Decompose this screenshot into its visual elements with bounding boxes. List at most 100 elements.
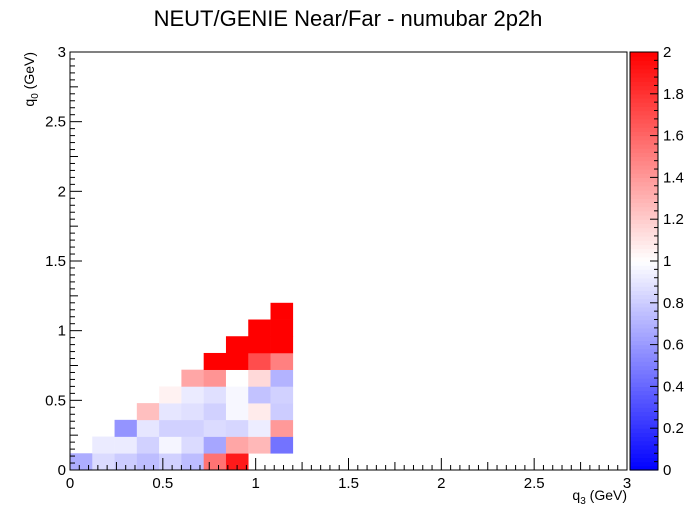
heatmap-cells xyxy=(70,302,294,471)
color-scale-band xyxy=(630,273,658,279)
color-scale-band xyxy=(630,93,658,99)
color-scale-band xyxy=(630,336,658,342)
heatmap-cell xyxy=(248,419,271,437)
heatmap-cell xyxy=(225,403,249,421)
heatmap-cell xyxy=(270,403,294,421)
heatmap-cell xyxy=(248,386,271,404)
color-scale-band xyxy=(630,357,658,362)
y-tick-label: 1 xyxy=(58,323,66,340)
heatmap-cell xyxy=(159,419,182,437)
color-scale-band xyxy=(630,457,658,463)
color-scale-band xyxy=(630,415,658,421)
x-tick-label: 3 xyxy=(623,475,631,492)
color-scale-band xyxy=(630,139,658,145)
y-tick-label: 0.5 xyxy=(45,392,66,409)
color-scale-band xyxy=(630,424,658,429)
color-scale-band xyxy=(630,118,658,124)
color-scale-band xyxy=(630,181,658,187)
x-tick-label: 1.5 xyxy=(338,475,359,492)
color-scale-band xyxy=(630,386,658,392)
color-scale-band xyxy=(630,143,658,149)
heatmap-cell xyxy=(248,352,271,370)
color-scale-band xyxy=(630,315,658,321)
color-scale-band xyxy=(630,152,658,158)
color-scale-band xyxy=(630,327,658,333)
color-scale-band xyxy=(630,56,658,61)
color-scale-band xyxy=(630,227,658,233)
color-scale-band xyxy=(630,461,658,467)
color-scale-band xyxy=(630,206,658,212)
color-scale-band xyxy=(630,453,658,459)
z-tick-label: 1.2 xyxy=(663,211,684,228)
color-scale-band xyxy=(630,244,658,250)
color-scale-band xyxy=(630,252,658,258)
heatmap-cell xyxy=(181,369,204,387)
color-scale-band xyxy=(630,64,658,70)
color-scale-band xyxy=(630,160,658,166)
heatmap-cell xyxy=(136,419,160,437)
heatmap-cell xyxy=(270,319,294,337)
heatmap-cell xyxy=(114,436,138,454)
color-scale-band xyxy=(630,344,658,350)
heatmap-cell xyxy=(181,386,204,404)
heatmap-cell xyxy=(92,436,115,454)
y-tick-label: 3 xyxy=(58,44,66,61)
color-scale-band xyxy=(630,311,658,316)
heatmap-cell xyxy=(203,419,227,437)
color-scale-band xyxy=(630,465,658,471)
heatmap-cell xyxy=(181,436,204,454)
color-scale-band xyxy=(630,394,658,400)
y-axis-label: q0 (GeV) xyxy=(21,52,41,107)
color-scale-band xyxy=(630,286,658,291)
color-scale-band xyxy=(630,164,658,170)
heatmap-cell xyxy=(225,453,249,471)
color-scale-band xyxy=(630,323,658,329)
heatmap-cell xyxy=(159,403,182,421)
color-scale-band xyxy=(630,177,658,183)
heatmap-cell xyxy=(203,369,227,387)
heatmap-cell xyxy=(70,453,93,471)
y-axis: 0 0.5 1 1.5 2 2.5 3 xyxy=(45,44,82,479)
x-tick-label: 0.5 xyxy=(152,475,173,492)
color-scale-band xyxy=(630,265,658,270)
heatmap-cell xyxy=(225,352,249,370)
z-tick-label: 0.6 xyxy=(663,337,684,354)
x-tick-label: 1 xyxy=(251,475,259,492)
color-scale-band xyxy=(630,348,658,354)
color-scale-band xyxy=(630,378,658,383)
color-scale-band xyxy=(630,106,658,112)
chart-title: NEUT/GENIE Near/Far - numubar 2p2h xyxy=(154,6,543,31)
z-tick-label: 2 xyxy=(663,44,671,61)
color-scale-band xyxy=(630,114,658,120)
color-scale-band xyxy=(630,81,658,87)
heatmap-cell xyxy=(248,436,271,454)
color-scale-band xyxy=(630,97,658,103)
heatmap-cell xyxy=(136,403,160,421)
heatmap-cell xyxy=(92,453,115,471)
z-tick-label: 0.8 xyxy=(663,295,684,312)
color-scale-band xyxy=(630,398,658,404)
color-scale-band xyxy=(630,60,658,66)
color-scale-band xyxy=(630,185,658,191)
color-scale-band xyxy=(630,261,658,266)
color-scale-band xyxy=(630,361,658,367)
color-scale-band xyxy=(630,411,658,417)
color-scale-band xyxy=(630,156,658,162)
heatmap-cell xyxy=(225,436,249,454)
color-scale: 0 0.2 0.4 0.6 0.8 1 1.2 1.4 1.6 1.8 2 xyxy=(629,44,684,479)
color-scale-band xyxy=(630,403,658,408)
heatmap-cell xyxy=(181,453,204,471)
color-scale-band xyxy=(630,382,658,387)
color-scale-band xyxy=(630,231,658,237)
color-scale-band xyxy=(630,432,658,438)
color-scale-band xyxy=(630,390,658,396)
heatmap-cell xyxy=(203,403,227,421)
color-scale-band xyxy=(630,302,658,308)
color-scale-band xyxy=(630,290,658,296)
heatmap-cell xyxy=(270,336,294,354)
x-tick-label: 0 xyxy=(66,475,74,492)
color-scale-band xyxy=(630,269,658,275)
color-scale-band xyxy=(630,215,658,220)
heatmap-cell xyxy=(181,419,204,437)
